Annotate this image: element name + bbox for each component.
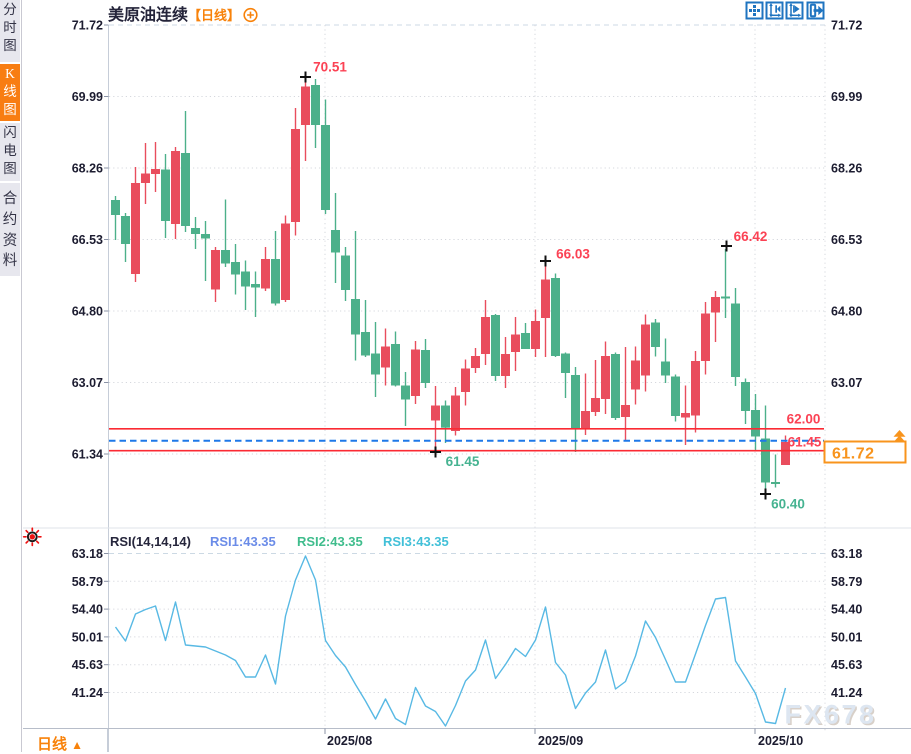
svg-text:61.45: 61.45 (446, 454, 480, 469)
svg-text:66.53: 66.53 (831, 233, 862, 247)
svg-text:69.99: 69.99 (831, 90, 862, 104)
svg-text:58.79: 58.79 (72, 575, 103, 589)
svg-text:41.24: 41.24 (72, 686, 103, 700)
svg-text:64.80: 64.80 (831, 305, 862, 319)
svg-text:2025/10: 2025/10 (758, 734, 803, 748)
svg-text:69.99: 69.99 (72, 90, 103, 104)
svg-text:61.72: 61.72 (832, 446, 875, 463)
svg-text:71.72: 71.72 (831, 19, 862, 33)
svg-text:64.80: 64.80 (72, 305, 103, 319)
svg-text:FX678: FX678 (786, 701, 878, 731)
svg-text:66.42: 66.42 (734, 229, 768, 244)
svg-text:50.01: 50.01 (831, 630, 862, 644)
svg-text:71.72: 71.72 (72, 19, 103, 33)
svg-text:62.00: 62.00 (787, 412, 821, 427)
svg-text:54.40: 54.40 (72, 603, 103, 617)
svg-text:54.40: 54.40 (831, 603, 862, 617)
svg-text:60.40: 60.40 (771, 497, 805, 512)
svg-text:61.34: 61.34 (72, 448, 103, 462)
svg-text:RSI3:43.35: RSI3:43.35 (383, 534, 449, 549)
svg-text:RSI2:43.35: RSI2:43.35 (297, 534, 363, 549)
svg-text:68.26: 68.26 (831, 162, 862, 176)
svg-text:68.26: 68.26 (72, 162, 103, 176)
svg-text:45.63: 45.63 (831, 658, 862, 672)
svg-text:50.01: 50.01 (72, 630, 103, 644)
svg-text:63.18: 63.18 (72, 547, 103, 561)
svg-text:45.63: 45.63 (72, 658, 103, 672)
svg-text:70.51: 70.51 (313, 60, 347, 75)
svg-text:58.79: 58.79 (831, 575, 862, 589)
svg-text:63.07: 63.07 (72, 376, 103, 390)
svg-text:66.03: 66.03 (556, 247, 590, 262)
svg-text:63.07: 63.07 (831, 376, 862, 390)
svg-text:2025/09: 2025/09 (538, 734, 583, 748)
svg-text:FX678: FX678 (785, 700, 877, 730)
svg-text:2025/08: 2025/08 (327, 734, 372, 748)
svg-text:41.24: 41.24 (831, 686, 862, 700)
svg-text:RSI(14,14,14): RSI(14,14,14) (110, 534, 191, 549)
svg-text:RSI1:43.35: RSI1:43.35 (210, 534, 276, 549)
svg-text:61.45: 61.45 (788, 435, 822, 450)
svg-text:66.53: 66.53 (72, 233, 103, 247)
svg-text:63.18: 63.18 (831, 547, 862, 561)
